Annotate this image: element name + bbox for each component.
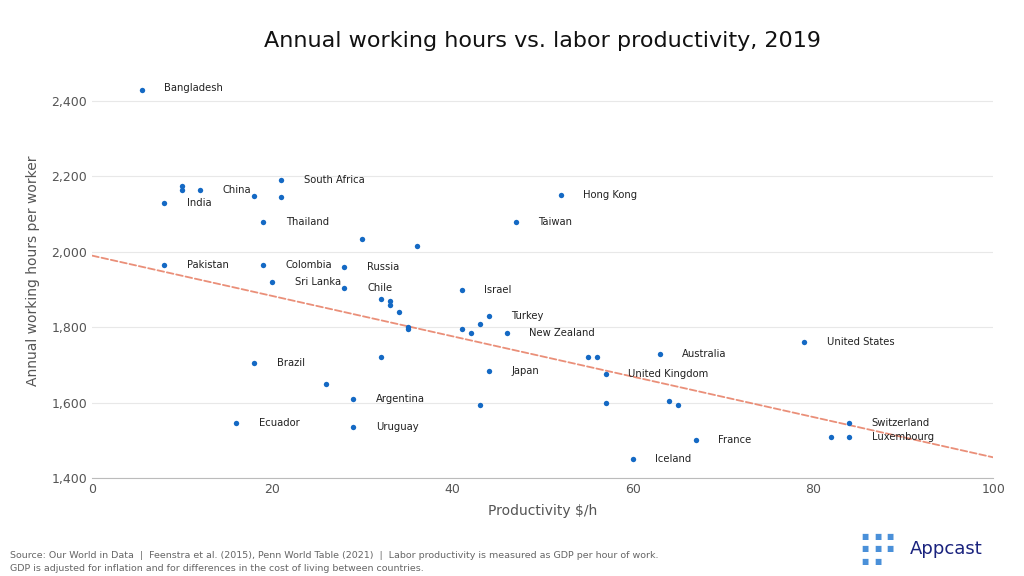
Point bbox=[480, 366, 497, 375]
Point bbox=[255, 217, 271, 226]
Point bbox=[273, 176, 290, 185]
Point bbox=[336, 283, 352, 292]
Point bbox=[345, 395, 361, 404]
Text: ■: ■ bbox=[861, 557, 869, 566]
Point bbox=[625, 454, 641, 464]
Point bbox=[390, 308, 407, 317]
Text: Appcast: Appcast bbox=[910, 540, 983, 558]
Point bbox=[133, 85, 150, 94]
Point bbox=[499, 328, 515, 338]
Text: France: France bbox=[719, 435, 752, 445]
Point bbox=[318, 379, 335, 388]
Text: Bangladesh: Bangladesh bbox=[164, 83, 223, 93]
Point bbox=[823, 432, 840, 441]
Point bbox=[471, 400, 487, 409]
Text: Switzerland: Switzerland bbox=[871, 418, 930, 429]
Text: ■: ■ bbox=[873, 532, 882, 541]
Point bbox=[580, 353, 596, 362]
Point bbox=[373, 353, 389, 362]
Text: Iceland: Iceland bbox=[655, 454, 691, 464]
X-axis label: Productivity $/h: Productivity $/h bbox=[488, 504, 597, 518]
Point bbox=[255, 260, 271, 270]
Y-axis label: Annual working hours per worker: Annual working hours per worker bbox=[27, 156, 40, 386]
Text: New Zealand: New Zealand bbox=[529, 328, 595, 338]
Text: Sri Lanka: Sri Lanka bbox=[295, 277, 341, 287]
Text: ■: ■ bbox=[886, 544, 894, 554]
Point bbox=[553, 191, 569, 200]
Text: Hong Kong: Hong Kong bbox=[584, 190, 637, 200]
Point bbox=[246, 191, 262, 200]
Text: Ecuador: Ecuador bbox=[259, 418, 300, 429]
Text: Israel: Israel bbox=[484, 285, 512, 294]
Point bbox=[670, 400, 686, 409]
Point bbox=[598, 398, 614, 407]
Text: India: India bbox=[186, 198, 211, 208]
Point bbox=[796, 338, 812, 347]
Text: Pakistan: Pakistan bbox=[186, 260, 228, 270]
Point bbox=[480, 312, 497, 321]
Point bbox=[409, 241, 425, 251]
Point bbox=[688, 436, 705, 445]
Point bbox=[174, 181, 190, 191]
Text: Taiwan: Taiwan bbox=[539, 217, 572, 227]
Text: Chile: Chile bbox=[367, 283, 392, 293]
Point bbox=[660, 396, 677, 406]
Text: Source: Our World in Data  |  Feenstra et al. (2015), Penn World Table (2021)  |: Source: Our World in Data | Feenstra et … bbox=[10, 551, 658, 573]
Text: ■: ■ bbox=[861, 544, 869, 554]
Point bbox=[841, 432, 857, 441]
Point bbox=[193, 185, 209, 194]
Text: South Africa: South Africa bbox=[304, 175, 365, 185]
Point bbox=[841, 419, 857, 428]
Point bbox=[598, 370, 614, 379]
Point bbox=[454, 285, 470, 294]
Point bbox=[246, 358, 262, 367]
Title: Annual working hours vs. labor productivity, 2019: Annual working hours vs. labor productiv… bbox=[264, 31, 821, 51]
Text: Brazil: Brazil bbox=[276, 358, 305, 368]
Text: ■: ■ bbox=[861, 532, 869, 541]
Text: Argentina: Argentina bbox=[376, 394, 425, 404]
Point bbox=[381, 296, 397, 305]
Point bbox=[345, 423, 361, 432]
Point bbox=[381, 300, 397, 309]
Text: Uruguay: Uruguay bbox=[376, 422, 419, 432]
Point bbox=[399, 323, 416, 332]
Text: Turkey: Turkey bbox=[511, 311, 544, 321]
Point bbox=[156, 198, 172, 207]
Text: China: China bbox=[223, 185, 252, 195]
Text: ■: ■ bbox=[873, 557, 882, 566]
Point bbox=[454, 324, 470, 334]
Text: Australia: Australia bbox=[682, 348, 727, 359]
Point bbox=[174, 185, 190, 194]
Text: Russia: Russia bbox=[367, 262, 399, 272]
Text: Thailand: Thailand bbox=[286, 217, 329, 227]
Text: Luxembourg: Luxembourg bbox=[871, 431, 934, 442]
Point bbox=[156, 260, 172, 270]
Text: Japan: Japan bbox=[511, 366, 539, 376]
Point bbox=[336, 262, 352, 271]
Text: ■: ■ bbox=[886, 532, 894, 541]
Point bbox=[264, 278, 281, 287]
Text: Colombia: Colombia bbox=[286, 260, 333, 270]
Text: United Kingdom: United Kingdom bbox=[629, 369, 709, 380]
Point bbox=[373, 294, 389, 304]
Point bbox=[471, 319, 487, 328]
Text: ■: ■ bbox=[873, 544, 882, 554]
Text: United States: United States bbox=[826, 338, 894, 347]
Point bbox=[399, 324, 416, 334]
Point bbox=[228, 419, 245, 428]
Point bbox=[354, 234, 371, 243]
Point bbox=[589, 353, 605, 362]
Point bbox=[463, 328, 479, 338]
Point bbox=[273, 192, 290, 202]
Point bbox=[508, 217, 524, 226]
Point bbox=[651, 349, 668, 358]
